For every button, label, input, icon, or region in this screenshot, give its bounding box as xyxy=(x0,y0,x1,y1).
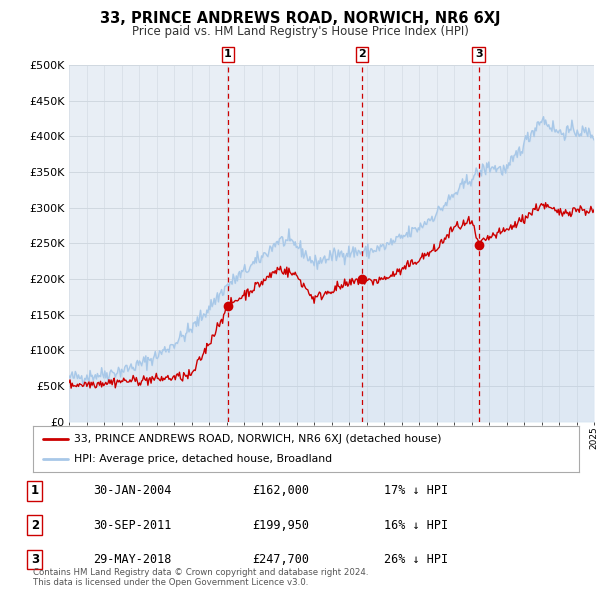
Text: 16% ↓ HPI: 16% ↓ HPI xyxy=(384,519,448,532)
Text: 30-SEP-2011: 30-SEP-2011 xyxy=(93,519,172,532)
Text: Price paid vs. HM Land Registry's House Price Index (HPI): Price paid vs. HM Land Registry's House … xyxy=(131,25,469,38)
Text: 3: 3 xyxy=(475,50,482,60)
Text: 2: 2 xyxy=(358,50,366,60)
Text: Contains HM Land Registry data © Crown copyright and database right 2024.
This d: Contains HM Land Registry data © Crown c… xyxy=(33,568,368,587)
Text: 3: 3 xyxy=(31,553,39,566)
Text: £162,000: £162,000 xyxy=(252,484,309,497)
Text: 26% ↓ HPI: 26% ↓ HPI xyxy=(384,553,448,566)
Text: 2: 2 xyxy=(31,519,39,532)
Text: 17% ↓ HPI: 17% ↓ HPI xyxy=(384,484,448,497)
Text: £199,950: £199,950 xyxy=(252,519,309,532)
Text: 33, PRINCE ANDREWS ROAD, NORWICH, NR6 6XJ: 33, PRINCE ANDREWS ROAD, NORWICH, NR6 6X… xyxy=(100,11,500,25)
Text: HPI: Average price, detached house, Broadland: HPI: Average price, detached house, Broa… xyxy=(74,454,332,464)
Text: £247,700: £247,700 xyxy=(252,553,309,566)
Text: 33, PRINCE ANDREWS ROAD, NORWICH, NR6 6XJ (detached house): 33, PRINCE ANDREWS ROAD, NORWICH, NR6 6X… xyxy=(74,434,442,444)
Text: 30-JAN-2004: 30-JAN-2004 xyxy=(93,484,172,497)
Text: 29-MAY-2018: 29-MAY-2018 xyxy=(93,553,172,566)
Text: 1: 1 xyxy=(31,484,39,497)
Text: 1: 1 xyxy=(224,50,232,60)
